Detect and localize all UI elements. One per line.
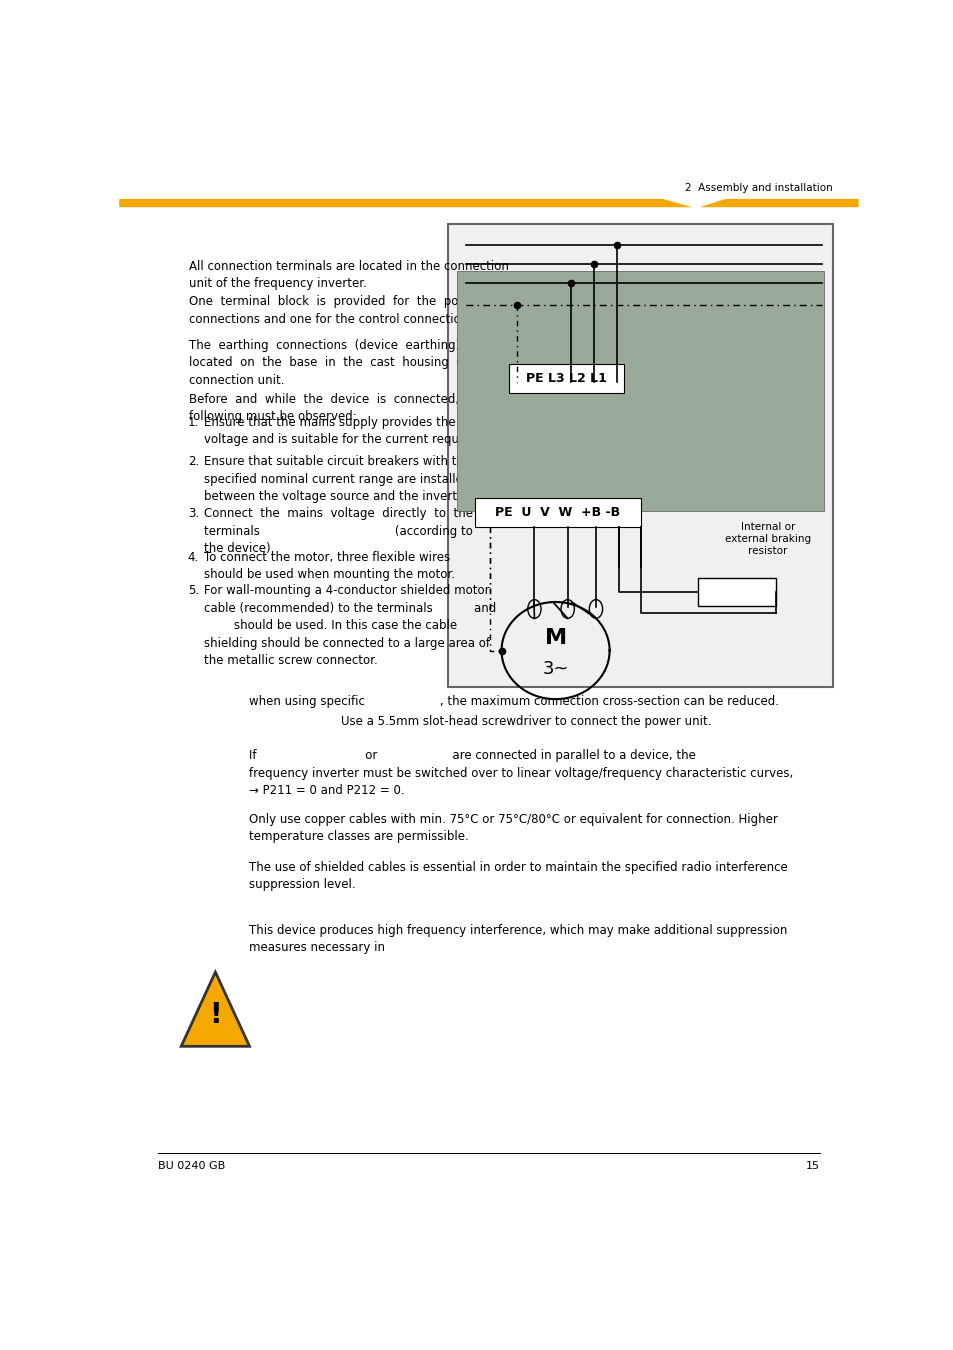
Text: 3~: 3~ (541, 660, 568, 678)
Text: 2.: 2. (188, 455, 199, 468)
Text: To connect the motor, three flexible wires
should be used when mounting the moto: To connect the motor, three flexible wir… (204, 551, 455, 582)
Text: All connection terminals are located in the connection
unit of the frequency inv: All connection terminals are located in … (190, 259, 509, 290)
Bar (698, 578, 775, 606)
Text: Ensure that suitable circuit breakers with the
specified nominal current range a: Ensure that suitable circuit breakers wi… (204, 455, 472, 504)
Text: PE L3 L2 L1: PE L3 L2 L1 (526, 373, 606, 385)
Text: 3.: 3. (188, 508, 199, 520)
Text: For wall-mounting a 4-conductor shielded motor
cable (recommended) to the termin: For wall-mounting a 4-conductor shielded… (204, 585, 496, 667)
Text: One  terminal  block  is  provided  for  the  power
connections and one for the : One terminal block is provided for the p… (190, 296, 480, 325)
Text: 4.: 4. (188, 551, 199, 564)
Text: The  earthing  connections  (device  earthing)  are
located  on  the  base  in  : The earthing connections (device earthin… (190, 339, 495, 386)
Text: 1.: 1. (188, 416, 199, 429)
Text: PE  U  V  W  +B -B: PE U V W +B -B (495, 506, 619, 520)
Text: Internal or
external braking
resistor: Internal or external braking resistor (724, 521, 810, 556)
Text: Connect  the  mains  voltage  directly  to  the
terminals                       : Connect the mains voltage directly to th… (204, 508, 473, 555)
Polygon shape (699, 198, 858, 207)
Text: !: ! (209, 1002, 221, 1030)
Text: when using specific                    , the maximum connection cross-section ca: when using specific , the maximum connec… (249, 695, 778, 709)
Polygon shape (181, 972, 250, 1046)
Text: 15: 15 (805, 1161, 820, 1172)
Bar (456, 270, 823, 512)
Text: BU 0240 GB: BU 0240 GB (157, 1161, 225, 1172)
Text: The use of shielded cables is essential in order to maintain the specified radio: The use of shielded cables is essential … (249, 860, 786, 891)
Polygon shape (119, 198, 692, 207)
Bar (509, 364, 623, 393)
Text: If                             or                    are connected in parallel t: If or are connected in parallel t (249, 749, 792, 798)
Text: 2  Assembly and installation: 2 Assembly and installation (684, 184, 832, 193)
Text: Ensure that the mains supply provides the correct
voltage and is suitable for th: Ensure that the mains supply provides th… (204, 416, 500, 446)
Text: This device produces high frequency interference, which may make additional supp: This device produces high frequency inte… (249, 923, 786, 954)
Text: Only use copper cables with min. 75°C or 75°C/80°C or equivalent for connection.: Only use copper cables with min. 75°C or… (249, 813, 777, 844)
Text: Use a 5.5mm slot-head screwdriver to connect the power unit.: Use a 5.5mm slot-head screwdriver to con… (341, 716, 711, 728)
Bar (447, 224, 833, 687)
Text: M: M (544, 628, 566, 648)
Text: Before  and  while  the  device  is  connected,  the
following must be observed:: Before and while the device is connected… (190, 393, 486, 424)
Bar (474, 498, 640, 528)
Text: 5.: 5. (188, 585, 199, 597)
